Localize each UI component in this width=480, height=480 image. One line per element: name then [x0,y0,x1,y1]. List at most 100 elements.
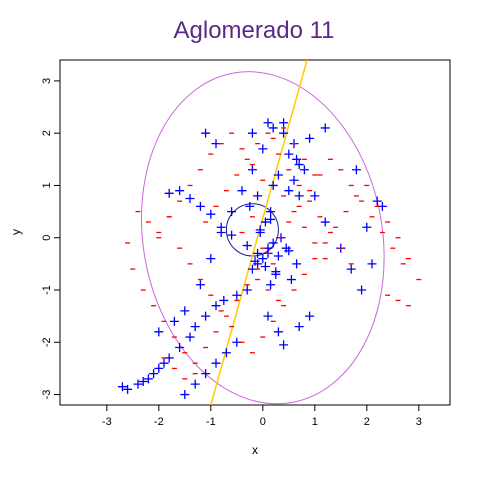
plus-point [175,186,185,196]
plus-point [169,316,179,326]
plus-point [268,123,278,133]
plus-point [175,343,185,352]
plus-point [279,340,289,350]
plus-point [253,191,263,201]
y-axis: -3 -2 -1 0 1 2 3 [41,78,60,400]
plus-point [260,217,270,227]
x-axis: -3 -2 -1 0 1 2 3 [102,405,422,428]
plus-point [320,123,330,133]
plus-point [294,322,304,332]
plus-point [268,238,278,248]
plus-point [266,280,276,290]
plus-point [253,248,263,258]
plus-point [292,154,302,164]
chart-title: Aglomerado 11 [174,17,335,44]
plus-point [305,133,315,143]
plus-point [206,209,216,219]
plus-point [258,144,268,154]
plus-point [279,118,289,128]
plus-point [138,376,148,386]
x-tick-label: 0 [260,416,266,428]
plus-point [232,290,242,300]
plus-point [242,285,252,295]
series-minus [125,127,422,380]
plus-point [195,201,205,211]
plus-point [211,301,221,311]
plus-point [245,201,255,211]
plus-point [195,280,205,290]
confidence-ellipse [140,71,385,405]
plus-point [284,246,294,256]
plus-point [271,267,281,277]
plus-point [221,348,231,358]
plus-point [357,285,367,295]
plus-point [284,186,294,196]
plus-point [180,390,190,400]
y-tick-label: -3 [41,390,53,400]
plus-point [362,222,372,232]
plus-point [289,175,299,185]
plus-point [117,382,127,392]
plus-point [284,149,294,159]
plus-point [149,369,159,379]
plus-point [190,379,200,389]
plus-point [258,254,268,264]
plus-point [185,332,195,342]
x-tick-label: -2 [154,416,164,428]
plus-point [201,311,211,321]
plus-point [367,259,377,269]
plus-point [247,128,257,138]
x-tick-label: 2 [364,416,370,428]
plus-point [190,322,200,332]
plus-point [237,186,247,196]
plus-point [227,207,237,217]
plus-point [286,275,296,285]
y-tick-label: 3 [41,78,53,84]
series-plus [117,118,387,400]
plus-point [260,261,270,271]
x-tick-label: 1 [312,416,318,428]
plus-point [201,369,211,379]
x-tick-label: 3 [416,416,422,428]
plot-frame [59,59,451,406]
plus-point [242,241,252,251]
plus-point [154,363,164,373]
x-axis-label: x [252,443,258,457]
plus-point [294,191,304,201]
plus-point [133,379,143,389]
y-axis-label: y [9,229,23,235]
plus-point [273,251,283,261]
y-tick-label: 1 [41,182,53,188]
y-tick-label: -1 [41,285,53,295]
plus-point [279,128,289,138]
plus-point [266,214,276,224]
plus-point [273,170,283,180]
plus-point [305,311,315,321]
plus-point [268,180,278,190]
plus-point [346,264,356,274]
plus-point [273,327,283,337]
plus-point [164,188,174,198]
plus-point [320,217,330,227]
plus-point [216,222,226,232]
plus-point [250,256,260,266]
y-tick-label: 2 [41,130,53,136]
plus-point [263,311,273,321]
plus-point [154,327,164,337]
plus-point [227,230,237,240]
plus-point [310,191,320,201]
plus-point [211,358,221,368]
plus-point [185,194,195,204]
plus-point [299,165,309,175]
x-tick-label: -1 [206,416,216,428]
y-tick-label: 0 [41,235,53,241]
plus-point [292,259,302,269]
plus-point [201,128,211,138]
plus-point [206,254,216,264]
plus-point [180,306,190,316]
plus-point [351,165,361,175]
plot-area [59,59,451,406]
plus-point [372,196,382,206]
y-tick-label: -2 [41,337,53,347]
